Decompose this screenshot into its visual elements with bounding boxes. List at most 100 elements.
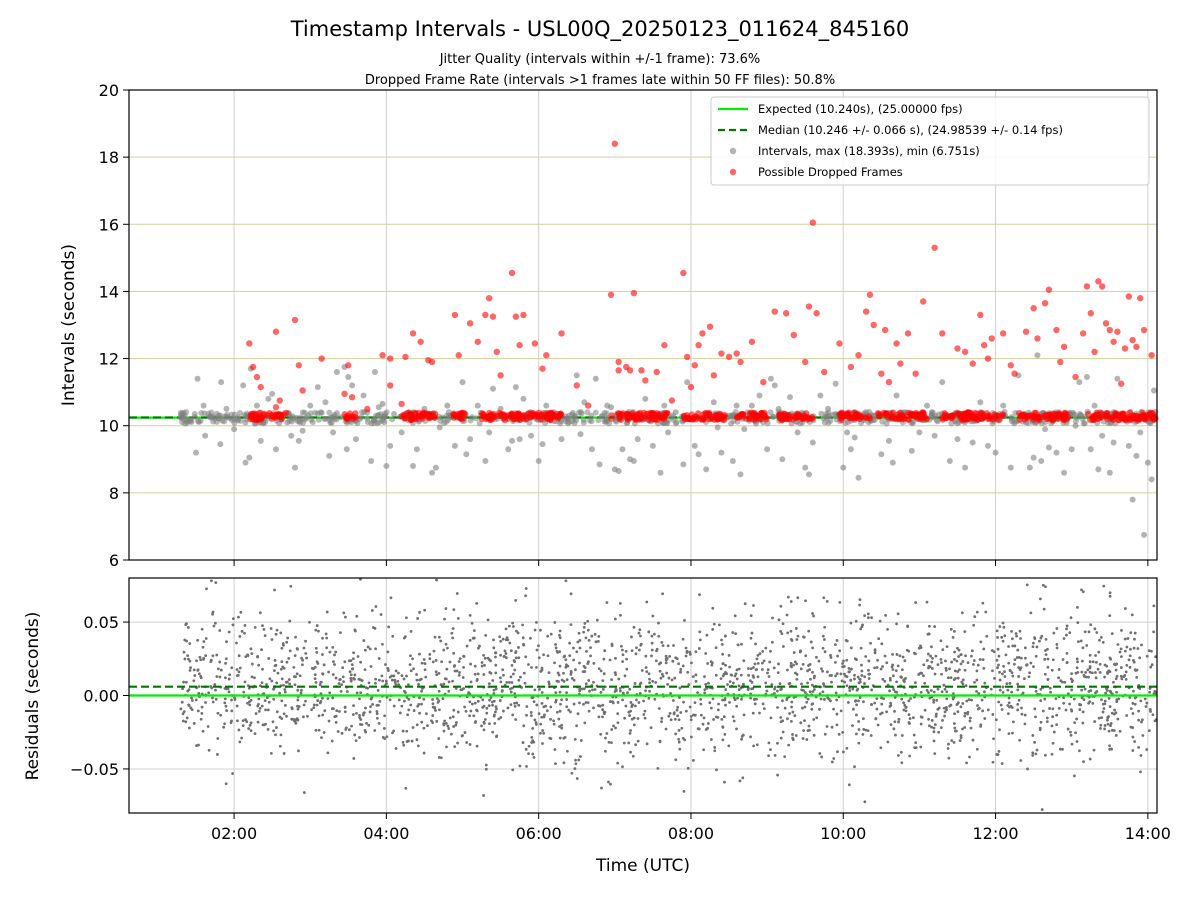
interval-point [322,415,329,422]
residual-point [1034,752,1038,756]
residual-point [791,733,794,736]
residual-point [236,674,240,677]
residual-point [1016,708,1020,712]
residual-point [632,723,636,727]
interval-point [939,379,946,386]
dropped-frame-point [695,414,702,421]
residual-point [976,704,979,707]
residual-point [721,738,725,742]
residual-point [272,697,276,701]
residual-point [290,707,294,711]
intervals-y-tick-label: 8 [109,484,119,503]
residual-point [1052,730,1056,734]
residual-point [1099,635,1103,639]
residual-point [800,688,804,692]
residual-point [281,665,285,669]
residual-point [961,682,965,686]
residual-point [316,699,320,702]
residual-point [1068,631,1072,635]
residual-point [213,683,217,686]
residual-point [494,663,498,667]
dropped-frame-point [624,416,631,423]
residual-point [211,612,214,616]
residual-point [902,701,906,705]
residual-point [351,657,355,661]
dropped-frame-point [515,412,522,420]
residual-point [1014,632,1018,635]
residual-point [578,689,582,693]
residual-point [576,640,580,644]
interval-point [1099,432,1106,439]
residual-point [349,676,353,680]
interval-point [832,380,839,387]
residual-point [482,673,486,676]
residual-point [734,672,738,676]
residual-point [994,718,998,722]
residual-point [1120,655,1123,659]
residual-point [601,679,605,683]
residual-point [746,667,750,670]
residual-point [1024,656,1027,660]
dropped-frame-point [984,355,992,362]
residual-point [559,702,562,706]
interval-point [236,409,243,416]
residual-point [456,616,460,620]
residual-point [761,661,764,665]
residual-point [808,668,811,672]
dropped-frame-point [943,414,951,421]
dropped-frame-point [618,411,626,419]
residual-point [914,601,918,604]
dropped-frame-point [573,382,580,389]
residual-point [723,780,726,784]
residual-point [273,669,276,673]
residual-point [304,639,307,643]
residual-point [1043,657,1047,661]
residual-point [629,729,632,732]
residual-point [328,650,332,654]
residual-point [1073,721,1077,725]
dropped-frame-point [411,415,418,422]
residual-point [715,715,718,719]
dropped-frame-point [1152,415,1159,422]
residual-point [847,783,851,787]
residual-point [296,688,300,692]
interval-point [714,424,721,431]
residual-point [907,713,911,717]
residual-point [835,639,839,642]
residual-point [861,732,865,736]
dropped-frame-point [500,414,507,421]
residual-point [991,713,995,716]
residual-point [843,680,847,684]
residual-point [237,728,241,732]
residual-point [359,691,363,694]
residual-point [593,632,597,636]
residual-point [418,652,421,656]
residual-point [751,711,755,715]
residual-point [823,732,827,736]
dropped-frame-point [1091,348,1098,356]
residual-point [574,668,577,672]
residual-point [849,646,853,650]
residual-point [838,649,842,653]
residual-point [352,757,356,760]
residual-point [799,649,803,653]
residual-point [963,668,967,672]
interval-point [566,412,573,419]
residual-point [930,667,934,670]
residual-point [748,679,752,683]
residual-point [896,664,900,668]
residual-point [975,669,979,673]
residual-point [570,676,574,680]
residual-point [310,666,314,670]
dropped-frame-point [607,291,615,298]
residual-point [1006,688,1010,692]
residual-point [1057,706,1061,710]
dropped-frame-point [493,348,500,356]
dropped-frame-point [460,409,468,417]
residual-point [1123,637,1127,641]
residual-point [956,676,960,680]
residual-point [374,647,378,651]
residual-point [805,700,809,704]
residual-point [801,737,805,740]
residual-point [1091,701,1095,705]
